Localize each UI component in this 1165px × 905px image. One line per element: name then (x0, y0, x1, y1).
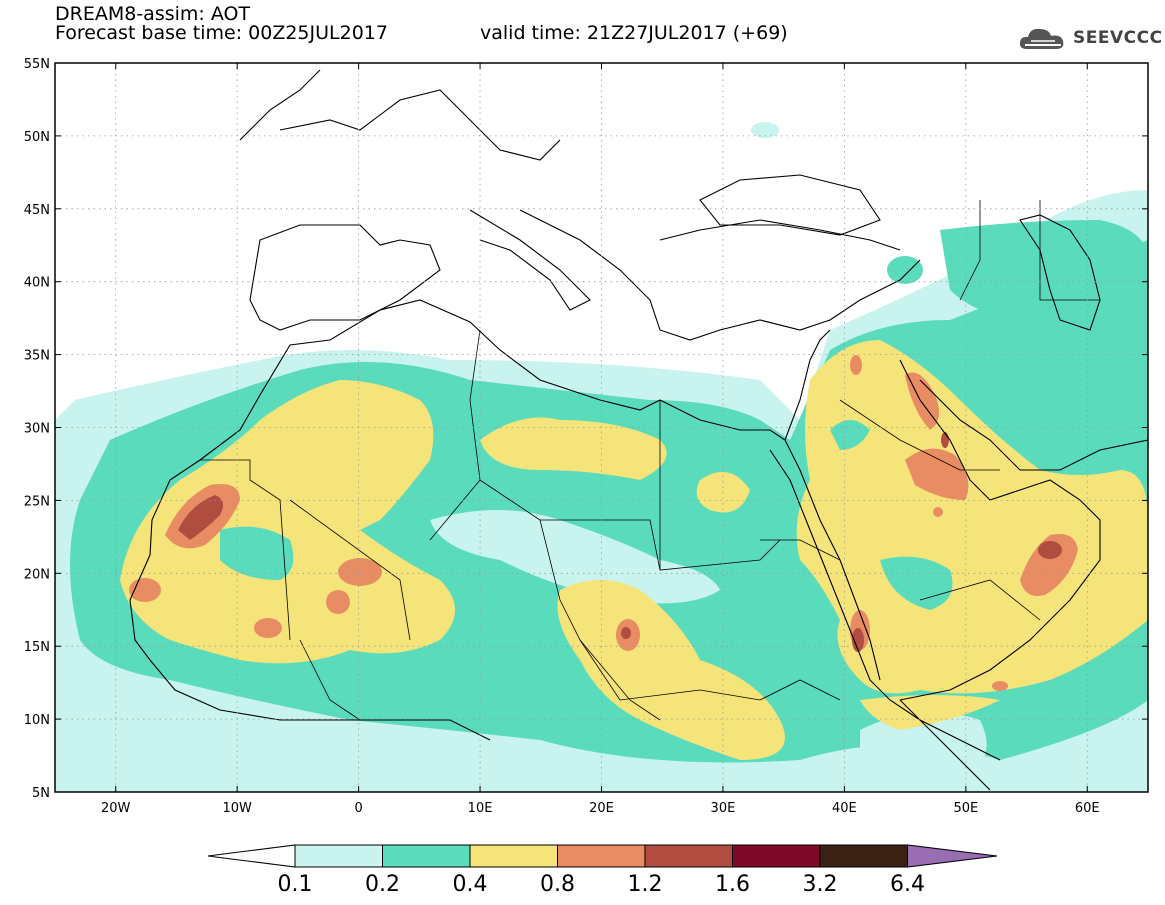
y-tick-label: 20N (24, 567, 50, 582)
x-tick-label: 20W (101, 801, 131, 816)
colorbar-segment (819, 844, 908, 868)
colorbar-level-label: 0.1 (277, 872, 313, 897)
x-tick-label: 40E (832, 801, 857, 816)
x-tick-label: 10E (468, 801, 493, 816)
x-tick-label: 0 (354, 801, 362, 816)
colorbar-segment (469, 844, 558, 868)
cloud-icon (1019, 28, 1064, 49)
y-tick-label: 25N (24, 494, 50, 509)
y-tick-label: 55N (24, 57, 50, 72)
aot-band-0.1-holes (430, 510, 987, 784)
y-tick-label: 30N (24, 422, 50, 437)
logo-text: SEEVCCC (1073, 28, 1163, 48)
forecast-base-time: Forecast base time: 00Z25JUL2017 (55, 22, 388, 44)
aot-band-0.4 (120, 340, 1148, 760)
colorbar-level-label: 6.4 (890, 872, 925, 897)
colorbar-level-label: 0.2 (365, 872, 400, 897)
colorbar-level-label: 0.8 (540, 872, 575, 897)
country-borders (200, 200, 1100, 721)
y-tick-label: 40N (24, 276, 50, 291)
colorbar-level-label: 1.2 (627, 872, 663, 897)
colorbar-segment (382, 844, 471, 868)
axis-ticks: 20W 10W 0 10E 20E 30E 40E 50E 60E 5N 10N 15N 20N 25N 3… (24, 57, 1148, 816)
colorbar-segment (294, 844, 383, 868)
valid-time: valid time: 21Z27JUL2017 (+69) (480, 22, 788, 44)
aot-field (55, 122, 1148, 792)
colorbar-segment (557, 844, 646, 868)
colorbar-level-label: 0.4 (452, 872, 488, 897)
y-tick-label: 15N (24, 640, 50, 655)
seevccc-logo: SEEVCCC (1017, 22, 1163, 54)
y-tick-label: 50N (24, 130, 50, 145)
colorbar-low-extension (207, 844, 296, 868)
y-tick-label: 45N (24, 203, 50, 218)
colorbar (207, 844, 998, 868)
x-tick-label: 10W (222, 801, 252, 816)
colorbar-level-label: 1.6 (715, 872, 750, 897)
x-tick-label: 60E (1075, 801, 1100, 816)
colorbar-segment (644, 844, 733, 868)
map-grid (55, 62, 1148, 793)
y-tick-label: 35N (24, 349, 50, 364)
colorbar-level-label: 3.2 (802, 872, 838, 897)
colorbar-segment (732, 844, 821, 868)
colorbar-high-extension (907, 844, 998, 868)
x-tick-label: 50E (953, 801, 978, 816)
aot-band-0.2-inner (220, 420, 953, 610)
x-tick-label: 30E (711, 801, 736, 816)
y-tick-label: 5N (32, 786, 50, 801)
y-tick-label: 10N (24, 713, 50, 728)
x-tick-label: 20E (589, 801, 614, 816)
map-title: DREAM8-assim: AOT (55, 3, 251, 25)
